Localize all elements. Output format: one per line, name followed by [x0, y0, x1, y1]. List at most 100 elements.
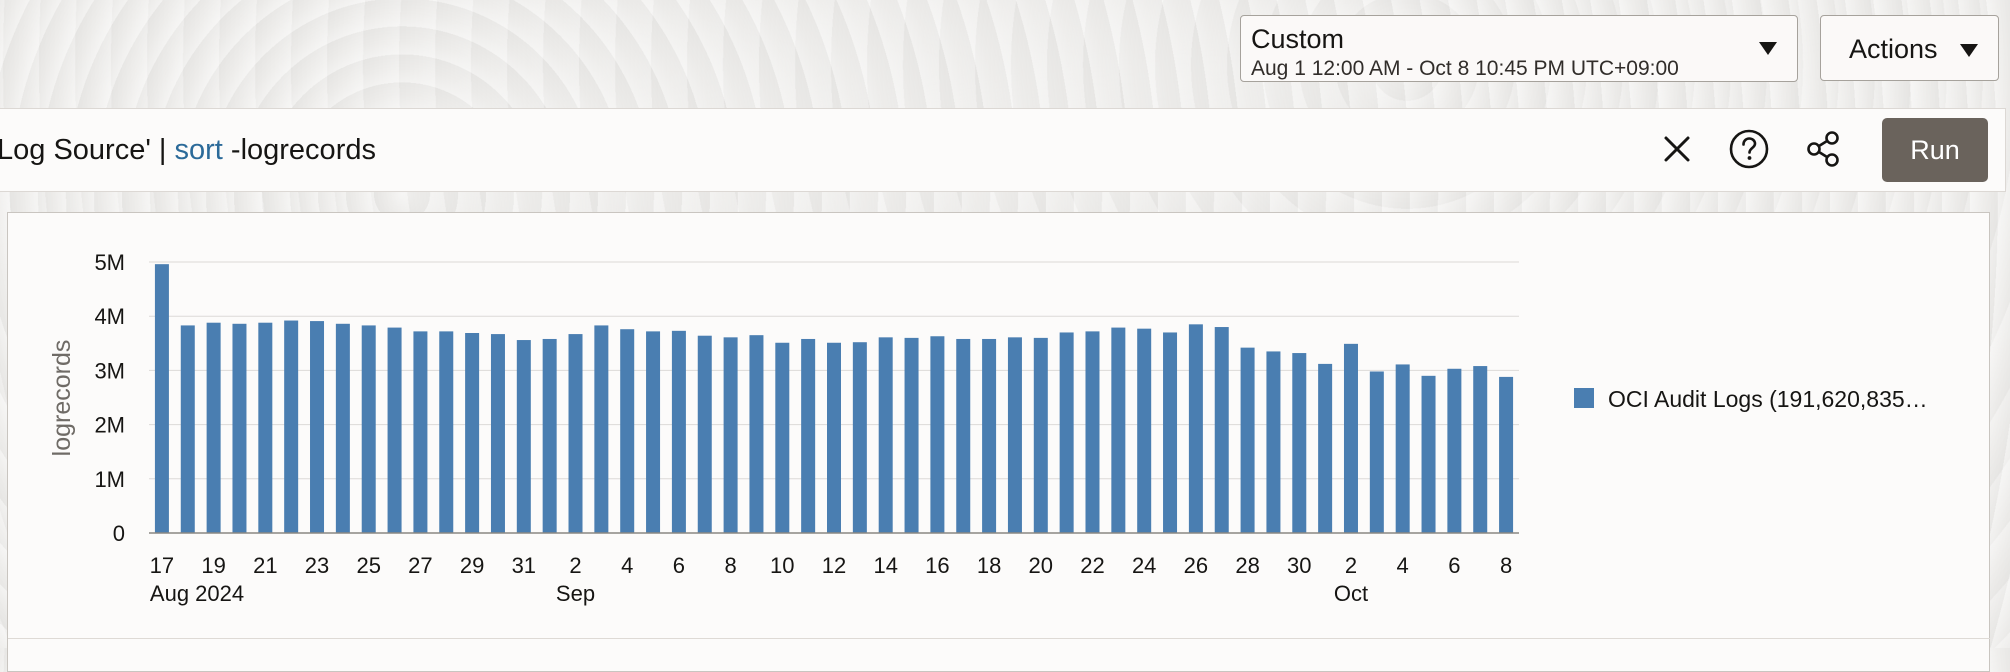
chart-bar — [1266, 351, 1281, 533]
chart-bar — [387, 327, 402, 533]
y-tick-label: 5M — [94, 250, 125, 275]
chart-bar — [827, 342, 841, 533]
x-tick-label: 16 — [925, 553, 949, 578]
chart-bar — [1395, 364, 1410, 533]
x-tick-label: 27 — [408, 553, 432, 578]
x-tick-label: 24 — [1132, 553, 1156, 578]
chart-bar — [671, 330, 686, 533]
chart-bar — [594, 325, 609, 533]
caret-down-icon — [1759, 42, 1777, 55]
x-tick-label: 12 — [822, 553, 846, 578]
y-tick-label: 3M — [94, 358, 125, 383]
time-range-select[interactable]: Custom Aug 1 12:00 AM - Oct 8 10:45 PM U… — [1240, 15, 1798, 82]
chart-bar — [1137, 328, 1152, 533]
x-tick-label: 26 — [1184, 553, 1208, 578]
chart-bar — [723, 337, 738, 533]
chart-bar — [232, 323, 247, 533]
chart-bar — [335, 323, 350, 533]
x-tick-label: 22 — [1080, 553, 1104, 578]
actions-label: Actions — [1849, 34, 1938, 64]
chart-bar — [284, 320, 299, 533]
chart-bar — [1318, 363, 1333, 533]
x-tick-label: 6 — [1448, 553, 1460, 578]
x-tick-label: 19 — [201, 553, 225, 578]
chart-bar — [1111, 327, 1126, 533]
x-tick-label: 30 — [1287, 553, 1311, 578]
share-icon[interactable] — [1806, 130, 1842, 168]
chart-bar — [646, 331, 661, 533]
chart-bar — [852, 342, 867, 533]
chart-bar — [620, 329, 635, 533]
chart-bar — [801, 338, 816, 533]
chart-bar — [361, 325, 376, 533]
close-icon[interactable] — [1660, 132, 1694, 166]
chart-bar — [1343, 343, 1358, 533]
chart-bar — [904, 337, 919, 533]
chart-bar — [1188, 324, 1203, 533]
query-bar: Log Source' | sort -logrecords — [0, 108, 2006, 192]
chart-bar — [1214, 327, 1229, 533]
chart-bar — [568, 334, 583, 533]
x-tick-label: 28 — [1235, 553, 1259, 578]
x-tick-label: 4 — [621, 553, 633, 578]
actions-menu-button[interactable]: Actions — [1820, 15, 1999, 81]
legend-label: OCI Audit Logs (191,620,835… — [1608, 386, 1928, 412]
chart-bar — [1240, 347, 1255, 533]
x-group-label: Oct — [1334, 581, 1368, 606]
chart-bar — [465, 333, 480, 533]
chart-bar — [258, 322, 273, 533]
y-tick-label: 0 — [113, 521, 125, 546]
chart-bar — [542, 338, 557, 533]
x-tick-label: 21 — [253, 553, 277, 578]
chart-bar — [1007, 337, 1022, 533]
help-circle-icon[interactable] — [1728, 128, 1770, 170]
x-tick-label: 8 — [1500, 553, 1512, 578]
chart-bar — [749, 335, 764, 533]
x-tick-label: 4 — [1397, 553, 1409, 578]
chart-bar — [310, 321, 325, 533]
chart-bar — [206, 322, 221, 533]
chart-bar — [956, 338, 971, 533]
x-tick-label: 17 — [150, 553, 174, 578]
chart-bar — [878, 337, 893, 533]
x-tick-label: 2 — [569, 553, 581, 578]
x-tick-label: 2 — [1345, 553, 1357, 578]
chart-bar — [154, 264, 169, 533]
chart-bar — [490, 334, 505, 533]
x-tick-label: 10 — [770, 553, 794, 578]
query-text-suffix: -logrecords — [222, 134, 376, 166]
panel-divider — [8, 638, 1990, 639]
query-editor[interactable]: Log Source' | sort -logrecords — [0, 132, 376, 168]
x-tick-label: 6 — [673, 553, 685, 578]
caret-down-icon — [1960, 44, 1978, 57]
query-keyword-sort: sort — [174, 134, 223, 166]
chart-bar — [1033, 337, 1048, 533]
chart-bar — [1447, 368, 1462, 533]
query-text-prefix: Log Source' | — [0, 134, 175, 166]
y-tick-label: 4M — [94, 304, 125, 329]
chart-bar — [1059, 332, 1074, 533]
time-range-value: Aug 1 12:00 AM - Oct 8 10:45 PM UTC+09:0… — [1251, 57, 1679, 80]
run-button[interactable]: Run — [1882, 118, 1988, 182]
x-tick-label: 25 — [356, 553, 380, 578]
chart-bar — [413, 331, 428, 533]
time-range-label: Custom — [1251, 24, 1345, 54]
x-tick-label: 8 — [724, 553, 736, 578]
x-tick-label: 23 — [305, 553, 329, 578]
chart-bar — [1369, 371, 1384, 533]
x-tick-label: 18 — [977, 553, 1001, 578]
chart-bar — [516, 340, 531, 533]
x-tick-label: 31 — [512, 553, 536, 578]
chart-bar — [982, 338, 997, 533]
chart-bar — [1163, 332, 1178, 533]
chart-bar — [697, 335, 712, 533]
y-tick-label: 2M — [94, 413, 125, 438]
chart-bar — [1085, 331, 1100, 533]
chart-bar — [180, 325, 195, 533]
chart-bar — [439, 331, 454, 533]
chart-bar — [1499, 376, 1514, 533]
legend-swatch — [1574, 388, 1594, 408]
chart-bar — [1421, 375, 1436, 533]
chart-bar — [930, 336, 945, 533]
